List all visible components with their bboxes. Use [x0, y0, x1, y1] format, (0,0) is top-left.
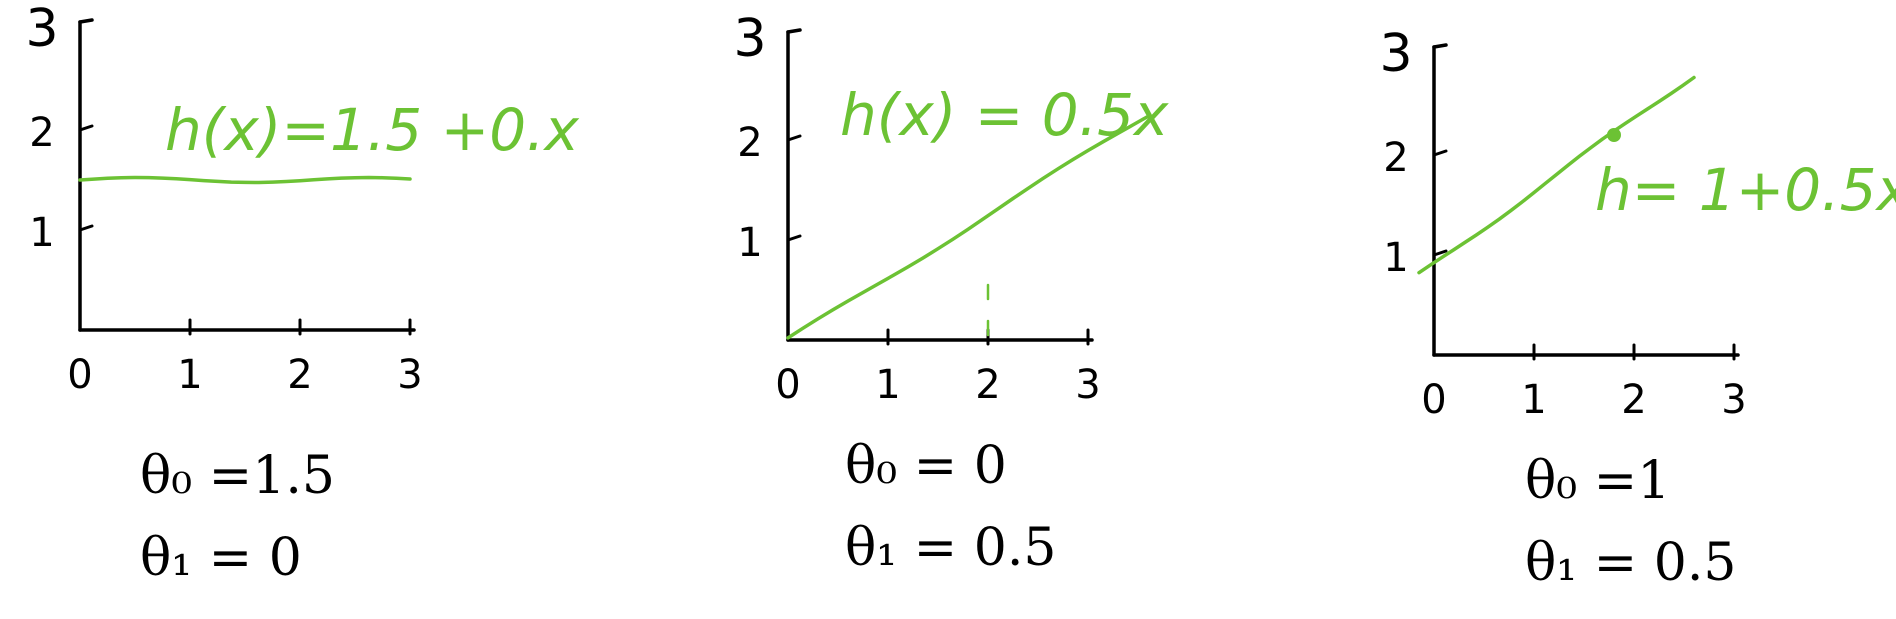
hypothesis-annotation: h= 1+0.5x [1595, 156, 1896, 224]
parameter-block-3: θ₀ =1 θ₁ = 0.5 [1525, 455, 1736, 619]
y-tick-label-3: 3 [733, 9, 766, 69]
x-tick-label-2: 2 [287, 352, 312, 398]
hypothesis-annotation: h(x) = 0.5x [840, 81, 1169, 149]
chart-panel-3: 0 1 2 3 1 2 3 h= 1+0.5x [1379, 24, 1896, 423]
y-tick-2 [786, 134, 802, 142]
theta-0-value: θ₀ =1 [1525, 451, 1671, 511]
y-tick-1 [1432, 249, 1448, 257]
y-tick-1 [786, 234, 802, 242]
y-axis-cap [1432, 43, 1448, 49]
x-tick-label-1: 1 [875, 362, 900, 408]
x-tick-label-3: 3 [1075, 362, 1100, 408]
x-tick-label-0: 0 [775, 362, 800, 408]
theta-0-value: θ₀ =1.5 [140, 446, 335, 506]
y-axis-cap [78, 18, 94, 24]
theta-1-value: θ₁ = 0.5 [1525, 533, 1737, 593]
y-tick-label-1: 1 [29, 210, 54, 256]
y-tick-1 [78, 224, 94, 232]
y-tick-label-3: 3 [25, 0, 58, 59]
chart-panel-2: 0 1 2 3 1 2 3 h(x) = 0.5x [733, 9, 1169, 408]
hypothesis-line [1417, 75, 1696, 275]
y-tick-label-2: 2 [737, 120, 762, 166]
x-tick-label-3: 3 [1721, 377, 1746, 423]
y-tick-label-1: 1 [737, 220, 762, 266]
theta-0-value: θ₀ = 0 [845, 436, 1007, 496]
y-tick-2 [78, 124, 94, 132]
hypothesis-annotation: h(x)=1.5 +0.x [165, 96, 580, 164]
x-tick-label-3: 3 [397, 352, 422, 398]
highlight-point [1607, 128, 1621, 142]
theta-1-value: θ₁ = 0 [140, 528, 302, 588]
hypothesis-line [78, 175, 412, 185]
parameter-block-2: θ₀ = 0 θ₁ = 0.5 [845, 440, 1056, 604]
chart-panel-1: 0 1 2 3 1 2 3 h(x)=1.5 +0.x [25, 0, 579, 398]
y-axis-cap [786, 28, 802, 34]
y-tick-label-3: 3 [1379, 24, 1412, 84]
y-tick-label-1: 1 [1383, 235, 1408, 281]
y-tick-label-2: 2 [29, 110, 54, 156]
parameter-block-1: θ₀ =1.5 θ₁ = 0 [140, 450, 335, 614]
theta-1-value: θ₁ = 0.5 [845, 518, 1057, 578]
x-tick-label-2: 2 [1621, 377, 1646, 423]
hypothesis-line [786, 114, 1150, 340]
x-tick-label-2: 2 [975, 362, 1000, 408]
y-tick-2 [1432, 149, 1448, 157]
x-tick-label-0: 0 [67, 352, 92, 398]
x-tick-label-1: 1 [177, 352, 202, 398]
x-tick-label-1: 1 [1521, 377, 1546, 423]
x-tick-label-0: 0 [1421, 377, 1446, 423]
y-tick-label-2: 2 [1383, 135, 1408, 181]
